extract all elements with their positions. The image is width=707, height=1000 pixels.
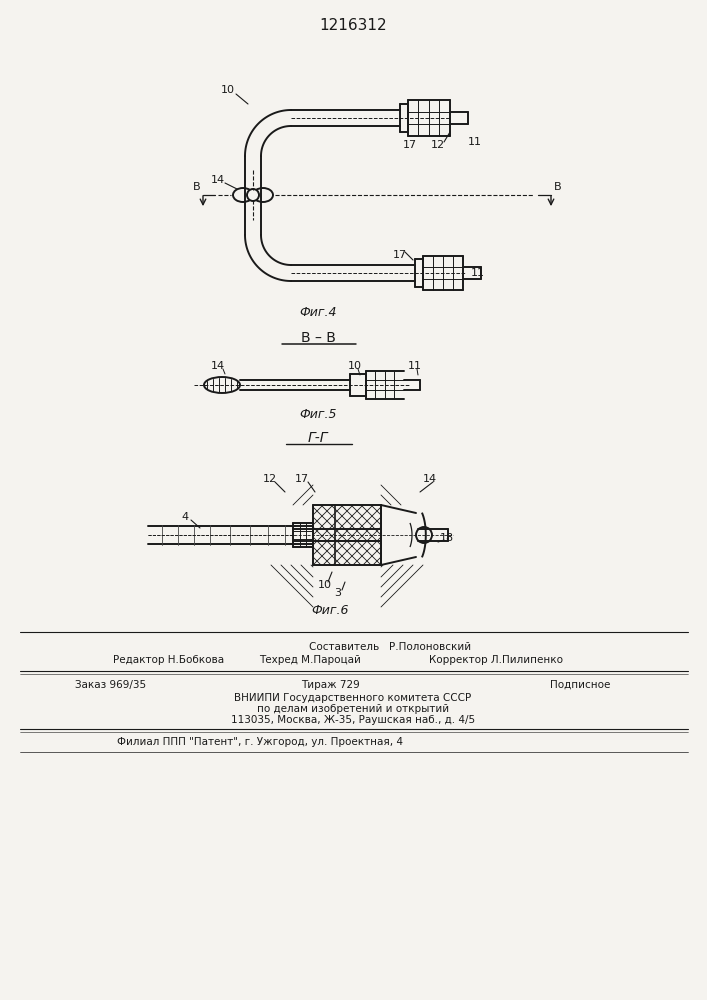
Text: 14: 14 [423,474,437,484]
Text: 1216312: 1216312 [319,17,387,32]
Text: Редактор Н.Бобкова: Редактор Н.Бобкова [113,655,224,665]
Text: 10: 10 [348,361,362,371]
Text: 12: 12 [431,140,445,150]
Text: Фиг.5: Фиг.5 [299,408,337,422]
Text: 14: 14 [211,175,225,185]
Text: 3: 3 [334,588,341,598]
Text: 10: 10 [318,580,332,590]
Text: 12: 12 [263,474,277,484]
Text: В: В [554,182,562,192]
Text: Фиг.4: Фиг.4 [299,306,337,320]
Text: 11: 11 [468,137,482,147]
Text: 11: 11 [408,361,422,371]
Text: В – В: В – В [300,331,335,345]
Text: Техред М.Пароцай: Техред М.Пароцай [259,655,361,665]
Ellipse shape [233,188,253,202]
Text: 10: 10 [221,85,235,95]
Text: Заказ 969/35: Заказ 969/35 [75,680,146,690]
Circle shape [416,527,432,543]
Text: Составитель   Р.Полоновский: Составитель Р.Полоновский [309,642,471,652]
Text: Филиал ППП "Патент", г. Ужгород, ул. Проектная, 4: Филиал ППП "Патент", г. Ужгород, ул. Про… [117,737,403,747]
Text: 18: 18 [440,533,454,543]
Text: В: В [193,182,201,192]
Text: 17: 17 [393,250,407,260]
Text: Подписное: Подписное [549,680,610,690]
Text: 4: 4 [182,512,189,522]
Ellipse shape [253,188,273,202]
Text: 113035, Москва, Ж-35, Раушская наб., д. 4/5: 113035, Москва, Ж-35, Раушская наб., д. … [231,715,475,725]
Text: 17: 17 [295,474,309,484]
Text: Г-Г: Г-Г [308,431,328,445]
Text: Корректор Л.Пилипенко: Корректор Л.Пилипенко [429,655,563,665]
Text: по делам изобретений и открытий: по делам изобретений и открытий [257,704,449,714]
Text: Фиг.6: Фиг.6 [311,603,349,616]
Circle shape [247,189,259,201]
Text: ВНИИПИ Государственного комитета СССР: ВНИИПИ Государственного комитета СССР [235,693,472,703]
Text: 17: 17 [403,140,417,150]
Ellipse shape [204,377,240,393]
Text: Тираж 729: Тираж 729 [300,680,359,690]
Text: 11: 11 [471,268,485,278]
Text: 14: 14 [211,361,225,371]
